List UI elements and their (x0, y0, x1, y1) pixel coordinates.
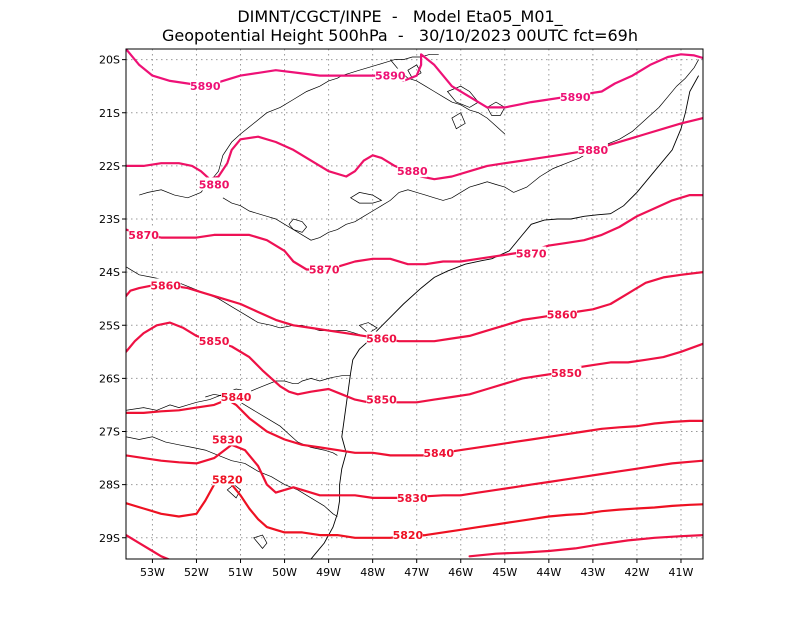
x-tick-label: 53W (140, 566, 165, 579)
contour-label-bg (199, 177, 230, 191)
state-border (139, 53, 439, 199)
contour-label-bg (150, 278, 181, 292)
contour-label-bg (397, 164, 428, 178)
contour-label-bg (199, 334, 230, 348)
chart-title-line2: Geopotential Height 500hPa - 30/10/2023 … (162, 26, 638, 45)
x-tick-label: 42W (624, 566, 649, 579)
contour-label: 5820 (393, 529, 424, 542)
contour-label: 5880 (199, 178, 230, 191)
contour-label: 5830 (212, 433, 243, 446)
lake-outline (253, 534, 268, 549)
lake-outline (349, 192, 383, 204)
contour-label-bg (516, 246, 547, 260)
contour-line-5870 (126, 194, 703, 271)
x-tick-label: 44W (536, 566, 561, 579)
contour-label-bg (375, 68, 406, 82)
lake-outline (288, 218, 308, 233)
x-tick-label: 51W (228, 566, 253, 579)
contour-label: 5860 (150, 279, 181, 292)
state-border (126, 375, 351, 411)
contour-label-bg (190, 79, 221, 93)
contour-label-bg (212, 432, 243, 446)
x-tick-label: 50W (272, 566, 297, 579)
contour-label: 5860 (366, 333, 397, 346)
contour-label: 5850 (366, 394, 397, 407)
contour-label-bg (221, 389, 252, 403)
contour-label-bg (577, 142, 608, 156)
gridlines (126, 49, 703, 559)
contour-label-bg (212, 472, 243, 486)
contour-label: 5870 (128, 229, 159, 242)
contour-line-5890 (126, 49, 703, 109)
contour-label: 5860 (547, 309, 578, 322)
contour-label-bg (366, 331, 397, 345)
contour-label: 5890 (560, 91, 591, 104)
contour-label-bg (547, 307, 578, 321)
y-tick-label: 22S (99, 160, 120, 173)
contour-label: 5840 (221, 391, 252, 404)
contour-label: 5850 (551, 367, 582, 380)
y-axis: 20S 21S 22S 23S 24S 25S 26S 27S 28S 29S (99, 54, 126, 545)
chart-title-line1: DIMNT/CGCT/INPE - Model Eta05_M01_ (237, 7, 563, 27)
contour-label-bg (392, 528, 423, 542)
y-tick-label: 29S (99, 532, 120, 545)
y-tick-label: 28S (99, 479, 120, 492)
x-tick-label: 46W (448, 566, 473, 579)
contour-label: 5880 (397, 165, 428, 178)
x-tick-label: 45W (492, 566, 517, 579)
contour-label: 5830 (397, 492, 428, 505)
contour-label-bg (423, 445, 454, 459)
contour-label: 5820 (212, 473, 243, 486)
lake-outline (451, 112, 466, 130)
contour-line-5810 (468, 533, 703, 558)
lake-outline (486, 101, 506, 116)
contour-label-bg (366, 392, 397, 406)
y-tick-label: 23S (99, 213, 120, 226)
contour-label: 5890 (190, 80, 221, 93)
y-tick-label: 26S (99, 372, 120, 385)
contour-label-bg (397, 490, 428, 504)
x-tick-label: 41W (669, 566, 694, 579)
x-tick-label: 48W (360, 566, 385, 579)
y-tick-label: 20S (99, 54, 120, 67)
state-border (658, 59, 699, 108)
contour-label: 5870 (516, 248, 547, 261)
contour-labels: 5890 5890 5890 5880 5880 5880 5870 5870 5870 5860… (128, 68, 609, 542)
contour-line-5860 (126, 271, 703, 343)
coastline (491, 75, 699, 260)
lake-outline (226, 484, 241, 499)
x-tick-label: 47W (404, 566, 429, 579)
contour-label-bg (128, 227, 159, 241)
x-tick-label: 43W (580, 566, 605, 579)
lake-outline (407, 64, 422, 79)
contour-label: 5840 (423, 447, 454, 460)
lake-outline (358, 322, 378, 334)
contour-label-bg (560, 89, 591, 103)
coastline (310, 258, 492, 559)
contour-label: 5890 (375, 70, 406, 83)
y-tick-label: 21S (99, 107, 120, 120)
x-tick-label: 52W (184, 566, 209, 579)
y-tick-label: 25S (99, 319, 120, 332)
y-tick-label: 27S (99, 426, 120, 439)
contour-label: 5850 (199, 335, 230, 348)
contour-label: 5880 (578, 144, 609, 157)
state-border (222, 181, 514, 241)
plot-frame (125, 48, 704, 560)
contour-label-bg (551, 366, 582, 380)
y-tick-label: 24S (99, 266, 120, 279)
x-axis: 53W 52W 51W 50W 49W 48W 47W 46W 45W 44W 43W 42W 41W (140, 559, 694, 579)
contour-label-bg (309, 262, 340, 276)
contour-label: 5870 (309, 263, 340, 276)
state-border (126, 436, 338, 517)
x-tick-label: 49W (316, 566, 341, 579)
contour-line-5810 (126, 533, 171, 559)
